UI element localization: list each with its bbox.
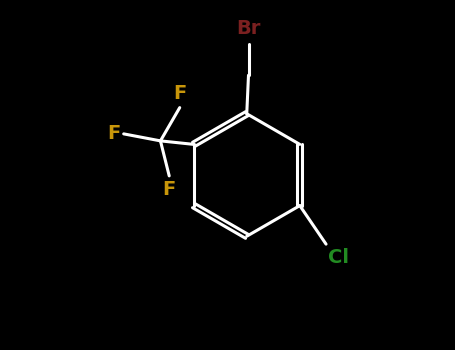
Text: F: F [173,84,187,104]
Text: F: F [108,124,121,144]
Text: Cl: Cl [328,248,349,267]
Text: Br: Br [236,19,261,38]
Text: F: F [162,180,176,199]
